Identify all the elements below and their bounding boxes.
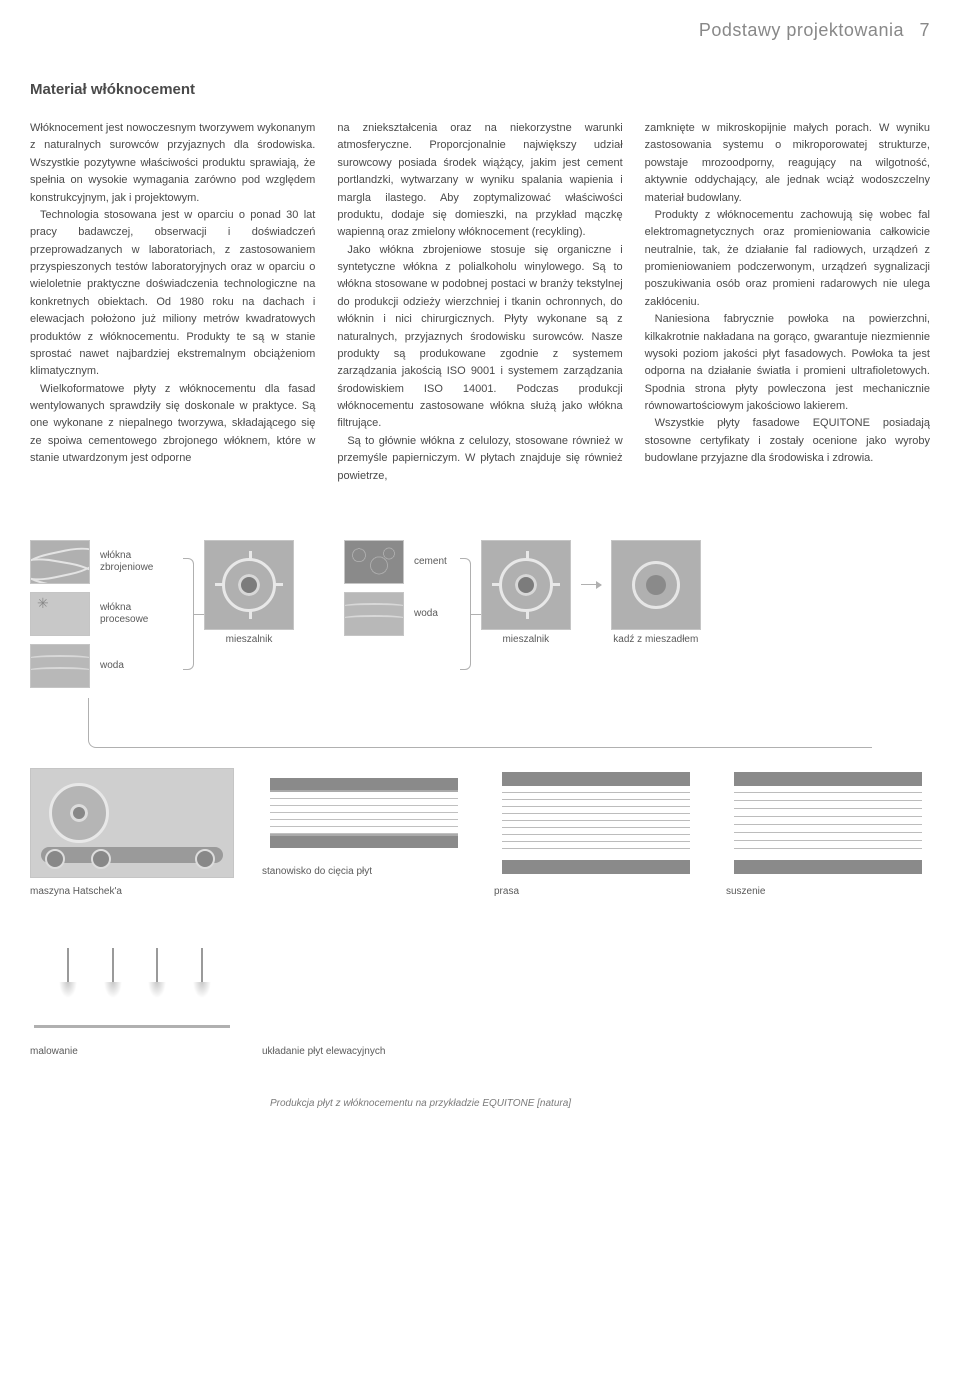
diagram-caption: Produkcja płyt z włóknocementu na przykł… xyxy=(30,1098,930,1109)
c2-p2: Jako włókna zbrojeniowe stosuje się orga… xyxy=(337,242,622,433)
connector-line xyxy=(88,698,872,748)
vat-block: kadź z mieszadłem xyxy=(611,540,701,645)
input-water-1: woda xyxy=(30,644,170,688)
column-2: na zniekształcenia oraz na niekorzystne … xyxy=(337,120,622,485)
arrow-icon xyxy=(581,584,601,585)
input-fibers-process: włókna procesowe xyxy=(30,592,170,636)
input-water-2: woda xyxy=(344,592,447,636)
process-diagram: włókna zbrojeniowe włókna procesowe woda… xyxy=(30,540,930,1109)
c1-p2: Technologia stosowana jest w oparciu o p… xyxy=(30,207,315,381)
painting-label: malowanie xyxy=(30,1046,234,1058)
bracket-2 xyxy=(457,540,471,688)
mixer-icon-2 xyxy=(481,540,571,630)
fibers-label: włókna zbrojeniowe xyxy=(100,550,170,574)
mixer-label-2: mieszalnik xyxy=(502,634,549,645)
column-1: Włóknocement jest nowoczesnym tworzywem … xyxy=(30,120,315,485)
water-label-1: woda xyxy=(100,660,124,672)
cement-label: cement xyxy=(414,556,447,568)
drying-icon xyxy=(726,768,930,878)
process-fibers-label: włókna procesowe xyxy=(100,602,170,626)
drying-label: suszenie xyxy=(726,886,930,898)
text-columns: Włóknocement jest nowoczesnym tworzywem … xyxy=(30,120,930,485)
stage-press: prasa xyxy=(494,768,698,898)
cutting-icon xyxy=(262,768,466,858)
hatschek-label: maszyna Hatschek'a xyxy=(30,886,234,898)
water-label-2: woda xyxy=(414,608,438,620)
c3-p1: zamknięte w mikroskopijnie małych porach… xyxy=(645,120,930,207)
laying-label: układanie płyt elewacyjnych xyxy=(262,1046,466,1058)
water-icon-2 xyxy=(344,592,404,636)
flow-row-stages: maszyna Hatschek'a stanowisko do cięcia … xyxy=(30,768,930,898)
mixer-label-1: mieszalnik xyxy=(226,634,273,645)
c3-p4: Wszystkie płyty fasadowe EQUITONE posiad… xyxy=(645,415,930,467)
stage-hatschek: maszyna Hatschek'a xyxy=(30,768,234,898)
c1-p3: Wielkoformatowe płyty z włóknocementu dl… xyxy=(30,381,315,468)
stage-drying: suszenie xyxy=(726,768,930,898)
water-icon xyxy=(30,644,90,688)
c1-p1: Włóknocement jest nowoczesnym tworzywem … xyxy=(30,120,315,207)
inputs-group-2: cement woda xyxy=(344,540,447,636)
mixer-2: mieszalnik xyxy=(481,540,571,645)
c2-p1: na zniekształcenia oraz na niekorzystne … xyxy=(337,120,622,242)
inputs-group-1: włókna zbrojeniowe włókna procesowe woda xyxy=(30,540,170,688)
flow-row-inputs: włókna zbrojeniowe włókna procesowe woda… xyxy=(30,540,930,688)
c3-p2: Produkty z włóknocementu zachowują się w… xyxy=(645,207,930,311)
press-icon xyxy=(494,768,698,878)
stage-painting: malowanie xyxy=(30,948,234,1058)
section-title: Podstawy projektowania xyxy=(699,20,904,40)
bracket-1 xyxy=(180,540,194,688)
c2-p3: Są to głównie włókna z celulozy, stosowa… xyxy=(337,433,622,485)
column-3: zamknięte w mikroskopijnie małych porach… xyxy=(645,120,930,485)
page-header: Podstawy projektowania 7 xyxy=(30,20,930,41)
c3-p3: Naniesiona fabrycznie powłoka na powierz… xyxy=(645,311,930,415)
vat-icon xyxy=(611,540,701,630)
stage-laying: układanie płyt elewacyjnych xyxy=(262,948,466,1058)
cement-icon xyxy=(344,540,404,584)
press-label: prasa xyxy=(494,886,698,898)
stage-cutting: stanowisko do cięcia płyt xyxy=(262,768,466,878)
cutting-label: stanowisko do cięcia płyt xyxy=(262,866,466,878)
painting-icon xyxy=(30,948,234,1038)
hatschek-icon xyxy=(30,768,234,878)
vat-label: kadź z mieszadłem xyxy=(613,634,698,645)
page-number: 7 xyxy=(919,20,930,40)
fibers-icon xyxy=(30,540,90,584)
input-cement: cement xyxy=(344,540,447,584)
flow-row-finish: malowanie układanie płyt elewacyjnych xyxy=(30,948,930,1058)
article-title: Materiał włóknocement xyxy=(30,81,930,98)
mixer-1: mieszalnik xyxy=(204,540,294,645)
mixer-icon xyxy=(204,540,294,630)
input-fibers-reinforce: włókna zbrojeniowe xyxy=(30,540,170,584)
process-fibers-icon xyxy=(30,592,90,636)
